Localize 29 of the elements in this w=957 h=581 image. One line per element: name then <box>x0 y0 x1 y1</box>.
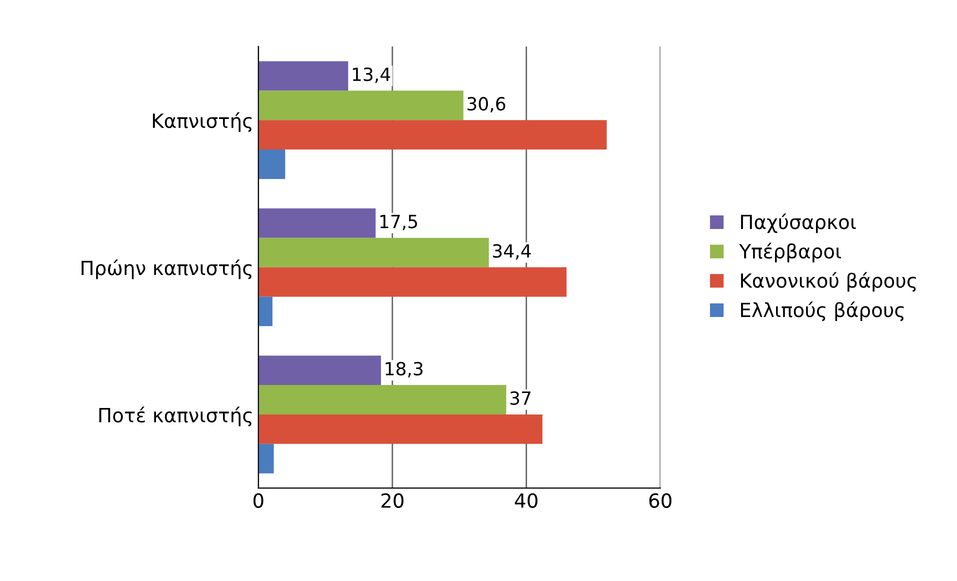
x-tick-label: 0 <box>253 493 264 508</box>
data-label: 17,5 <box>380 214 418 230</box>
bar <box>258 238 489 268</box>
legend-label: Ελλιπούς βάρους <box>741 301 904 322</box>
data-label: 37 <box>510 391 530 405</box>
bar <box>258 267 567 297</box>
bar <box>258 444 274 474</box>
data-label: 13,4 <box>352 68 390 83</box>
data-label: 18,3 <box>386 362 423 378</box>
x-tick-label: 40 <box>514 493 538 508</box>
y-tick-label: Ποτέ καπνιστής <box>99 406 252 426</box>
legend-label: Υπέρβαροι <box>739 242 841 262</box>
y-tick-label: Πρώην καπνιστής <box>82 259 252 280</box>
bar <box>258 120 607 150</box>
data-label: 30,6 <box>468 96 506 112</box>
legend-label: Παχύσαρκοι <box>741 213 856 234</box>
bar <box>258 356 381 386</box>
x-tick-label: 20 <box>381 493 404 508</box>
bar <box>258 208 376 238</box>
y-tick-label: Καπνιστής <box>152 112 252 132</box>
bar <box>258 414 542 444</box>
bar <box>258 296 272 326</box>
bar <box>258 90 464 120</box>
bar <box>258 61 348 91</box>
bar <box>258 385 506 414</box>
bar <box>258 150 286 179</box>
x-tick-label: 60 <box>649 493 672 508</box>
data-label: 34,4 <box>492 244 531 260</box>
legend-label: Κανονικού βάρους <box>741 272 916 292</box>
